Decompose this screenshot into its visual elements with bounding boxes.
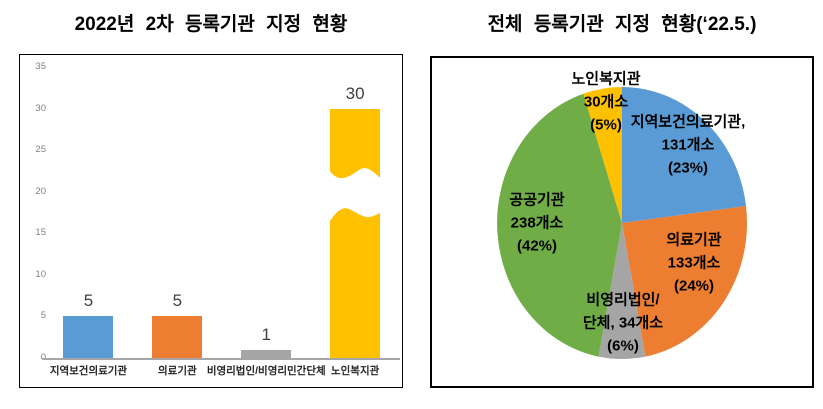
pie-label-line: 30개소 [583,93,629,111]
pie-label-line: 의료기관 [666,231,722,249]
x-category-label: 노인복지관 [330,365,380,377]
bar [241,349,292,358]
bar-value-label: 5 [172,291,183,311]
pie-label-line: 133개소 [667,254,721,272]
pie-label-line: 단체, 34개소 [582,314,664,332]
y-tick-label: 35 [35,61,46,72]
pie-graphic [497,87,747,360]
bar-broken [330,108,381,358]
pie-slice-4 [583,87,622,223]
y-tick-label: 30 [35,102,46,114]
bar-chart-panel: 0 5 10 15 20 25 30 35 5 지역보건의료기관 5 의료기관 1 비영리법인/비영리민간… [19,54,403,388]
bar-value-label: 5 [83,291,94,311]
pie-label-line: (24%) [673,277,715,295]
bar [152,316,203,358]
pie-slice-label: 비영리법인/단체, 34개소 (6%) [583,289,663,358]
bar [63,316,114,358]
pie-label-line: (23%) [667,159,709,177]
pie-chart-title: 전체 등록기관 지정 현황(‘22.5.) [487,14,757,35]
pie-label-line: 131개소 [661,136,715,154]
pie-label-line: 비영리법인/ [586,291,660,309]
pie-slice-label: 지역보건의료기관, 131개소 (23%) [631,111,746,180]
y-tick-label: 25 [35,144,46,156]
pie-label-line: (6%) [607,337,639,355]
bar-broken-upper-segment [330,108,381,178]
x-category-label: 비영리법인/비영리민간단체 [206,365,326,377]
pie-label-line: 노인복지관 [571,70,641,88]
pie-slice-0 [622,87,746,223]
pie-label-line: (42%) [516,237,558,255]
y-tick-label: 10 [35,268,46,280]
x-category-label: 지역보건의료기관 [49,365,128,377]
x-axis-line [42,358,400,360]
y-tick-label: 0 [24,353,46,363]
bar-chart-title: 2022년 2차 등록기관 지정 현황 [74,14,348,35]
pie-slice-2 [598,223,646,360]
pie-label-line: 지역보건의료기관, [630,113,746,131]
bar-value-label: 30 [345,83,365,103]
bar-value-label: 1 [261,324,271,344]
pie-slice-label: 노인복지관 30개소 (5%) [571,68,640,137]
bar-broken-lower-segment [330,207,381,358]
pie-chart-panel: 지역보건의료기관, 131개소 (23%) 의료기관 133개소 (24%) 비영리법인/단… [430,56,814,388]
pie-slice-1 [622,206,747,357]
y-tick-label: 20 [35,185,46,197]
pie-label-line: 공공기관 [509,191,565,209]
y-tick-label: 5 [40,310,46,322]
pie-slice-3 [497,93,622,357]
pie-label-line: 238개소 [510,214,564,232]
x-category-label: 의료기관 [158,365,197,377]
pie-slice-label: 공공기관 238개소 (42%) [509,189,564,258]
pie-slice-label: 의료기관 133개소 (24%) [666,229,721,298]
y-tick-label: 15 [35,227,46,239]
pie-label-line: (5%) [590,116,622,134]
